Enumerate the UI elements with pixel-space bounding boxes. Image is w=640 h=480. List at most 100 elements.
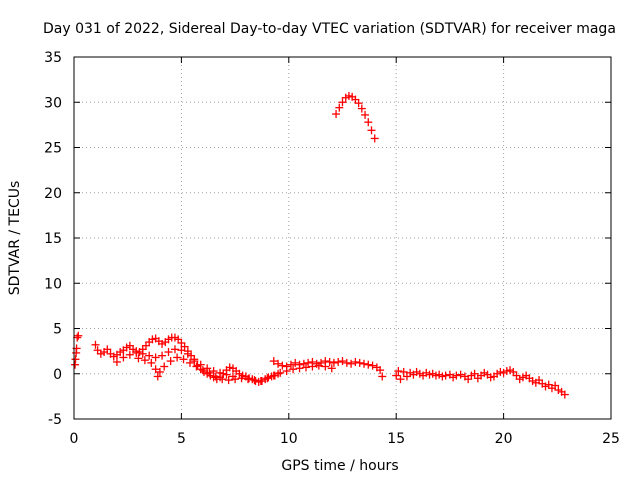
x-tick-label: 20 xyxy=(495,431,513,447)
data-point xyxy=(237,374,246,383)
data-point xyxy=(338,98,347,107)
data-point xyxy=(190,355,199,364)
y-tick-label: 30 xyxy=(44,95,62,111)
y-tick-label: 10 xyxy=(44,276,62,292)
x-tick-label: 10 xyxy=(280,431,298,447)
data-point xyxy=(361,110,370,119)
data-point xyxy=(140,356,149,365)
data-points xyxy=(71,91,569,399)
data-point xyxy=(263,374,272,383)
data-point xyxy=(329,358,338,367)
data-point xyxy=(376,366,385,375)
data-point xyxy=(370,134,379,143)
data-point xyxy=(196,360,205,369)
data-point xyxy=(367,126,376,135)
data-point xyxy=(132,348,141,357)
x-axis-label: GPS time / hours xyxy=(281,458,398,474)
data-point xyxy=(164,348,173,357)
data-point xyxy=(209,367,218,376)
data-point xyxy=(74,331,83,340)
data-point xyxy=(308,357,317,366)
data-point xyxy=(250,376,259,385)
data-point xyxy=(392,371,401,380)
data-point xyxy=(364,118,373,127)
data-point xyxy=(359,359,368,368)
data-point xyxy=(347,359,356,368)
data-point xyxy=(368,361,377,370)
data-point xyxy=(354,99,363,108)
data-point xyxy=(335,103,344,112)
data-point xyxy=(378,372,387,381)
data-point xyxy=(291,358,300,367)
data-point xyxy=(338,357,347,366)
data-point xyxy=(211,372,220,381)
data-point xyxy=(205,368,214,377)
data-point xyxy=(351,357,360,366)
data-point xyxy=(145,351,154,360)
data-point xyxy=(173,353,182,362)
data-point xyxy=(158,351,167,360)
data-point xyxy=(269,357,278,366)
data-point xyxy=(289,365,298,374)
data-point xyxy=(299,359,308,368)
data-point xyxy=(138,349,147,358)
data-point xyxy=(312,359,321,368)
data-point xyxy=(243,375,252,384)
data-point xyxy=(185,358,194,367)
y-tick-label: 20 xyxy=(44,186,62,202)
data-point xyxy=(355,358,364,367)
data-point xyxy=(317,358,326,367)
data-point xyxy=(198,366,207,375)
data-point xyxy=(441,371,450,380)
y-tick-label: 25 xyxy=(44,141,62,157)
chart-title: Day 031 of 2022, Sidereal Day-to-day VTE… xyxy=(43,21,616,37)
y-tick-label: 35 xyxy=(44,50,62,66)
data-point xyxy=(166,357,175,366)
data-point xyxy=(112,357,121,366)
data-point xyxy=(125,350,134,359)
data-point xyxy=(222,370,231,379)
data-point xyxy=(170,345,179,354)
data-point xyxy=(295,360,304,369)
data-point xyxy=(224,376,233,385)
data-point xyxy=(155,367,164,376)
data-point xyxy=(203,364,212,373)
data-point xyxy=(151,353,160,362)
data-point xyxy=(394,367,403,376)
data-point xyxy=(177,346,186,355)
data-point xyxy=(160,362,169,371)
data-point xyxy=(153,372,162,381)
data-point xyxy=(216,368,225,377)
x-tick-label: 5 xyxy=(177,431,186,447)
data-point xyxy=(456,370,465,379)
data-point xyxy=(560,390,569,399)
data-point xyxy=(470,369,479,378)
y-axis-label: SDTVAR / TECUs xyxy=(7,181,23,296)
x-tick-label: 15 xyxy=(387,431,405,447)
data-point xyxy=(327,364,336,373)
data-point xyxy=(452,371,461,380)
data-point xyxy=(73,333,82,342)
x-tick-label: 0 xyxy=(70,431,79,447)
data-point xyxy=(551,381,560,390)
data-point xyxy=(282,362,291,371)
data-point xyxy=(192,362,201,371)
data-point xyxy=(334,357,343,366)
data-point xyxy=(179,355,188,364)
x-tick-labels: 0 5 10 15 20 25 xyxy=(70,431,620,447)
data-point xyxy=(304,358,313,367)
data-point xyxy=(134,354,143,363)
data-point xyxy=(91,340,100,349)
data-point xyxy=(396,375,405,384)
data-point xyxy=(151,365,160,374)
data-point xyxy=(274,359,283,368)
data-point xyxy=(103,345,112,354)
y-tick-label: -5 xyxy=(48,412,62,428)
data-point xyxy=(278,361,287,370)
data-point xyxy=(286,360,295,369)
data-point xyxy=(321,357,330,366)
y-tick-label: 5 xyxy=(53,322,62,338)
data-point xyxy=(231,375,240,384)
data-point xyxy=(357,104,366,113)
data-point xyxy=(276,368,285,377)
